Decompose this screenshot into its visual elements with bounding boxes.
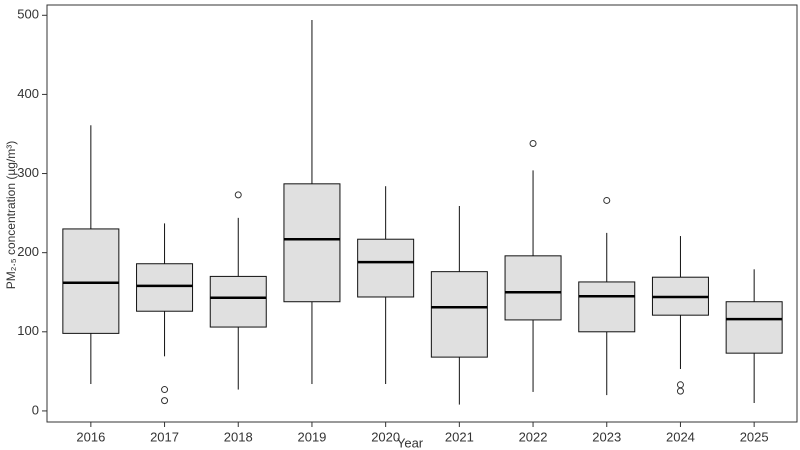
box — [62, 228, 120, 334]
box — [725, 301, 783, 354]
outlier — [234, 191, 242, 199]
x-tick-label: 2024 — [666, 429, 695, 444]
box — [430, 271, 488, 358]
outlier — [529, 139, 537, 147]
box — [578, 281, 636, 333]
plot-frame — [46, 4, 798, 423]
x-tick-label: 2023 — [592, 429, 621, 444]
outlier — [161, 386, 169, 394]
box — [283, 183, 341, 303]
x-tick-label: 2025 — [740, 429, 769, 444]
box — [357, 238, 415, 298]
box — [209, 275, 267, 328]
x-tick-label: 2022 — [519, 429, 548, 444]
x-axis-label: Year — [397, 435, 424, 450]
y-tick-label: 400 — [17, 86, 39, 101]
x-tick-label: 2019 — [297, 429, 326, 444]
x-tick-label: 2020 — [371, 429, 400, 444]
outlier — [676, 381, 684, 389]
y-tick-label: 0 — [32, 402, 39, 417]
box — [504, 255, 562, 321]
box — [136, 263, 194, 312]
y-tick-label: 100 — [17, 323, 39, 338]
outlier — [676, 387, 684, 395]
x-tick-label: 2021 — [445, 429, 474, 444]
outlier — [603, 196, 611, 204]
y-axis-label: PM₂.₅ concentration (µg/m³) — [4, 141, 18, 289]
x-tick-label: 2016 — [76, 429, 105, 444]
y-tick-label: 500 — [17, 7, 39, 22]
y-tick-label: 300 — [17, 165, 39, 180]
outlier — [161, 397, 169, 405]
y-tick-label: 200 — [17, 244, 39, 259]
x-tick-label: 2017 — [150, 429, 179, 444]
x-tick-label: 2018 — [224, 429, 253, 444]
